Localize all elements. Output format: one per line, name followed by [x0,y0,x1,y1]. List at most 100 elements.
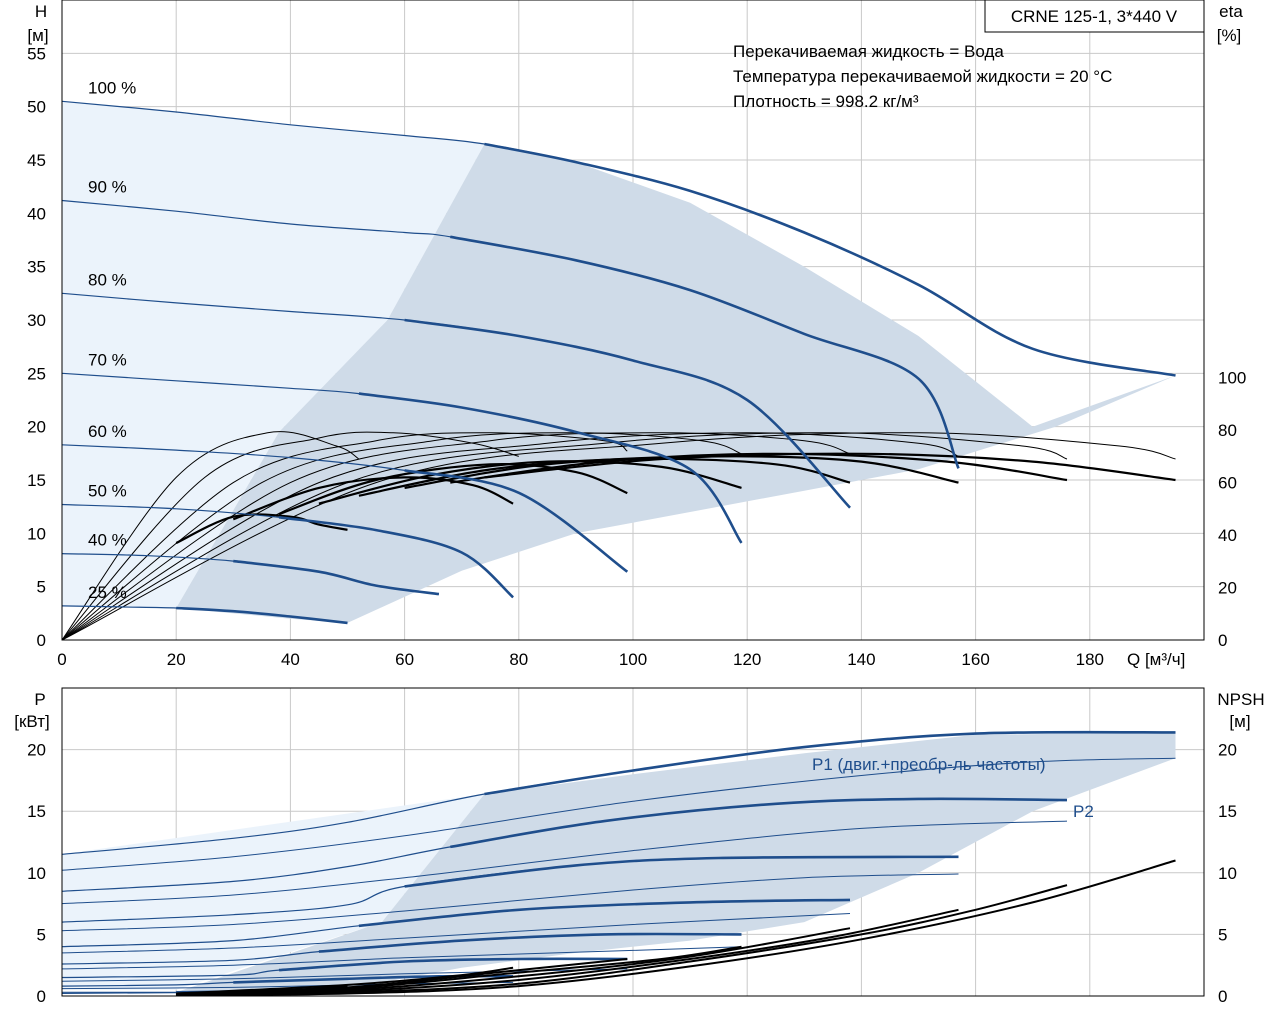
y-tick-label: 25 [27,364,46,383]
eta-curve-op-3 [318,460,742,505]
eta-tick-label: 80 [1218,421,1237,440]
density-info: Плотность = 998.2 кг/м³ [733,92,919,111]
y-tick-label: 30 [27,311,46,330]
eta-curve-op-1 [232,476,514,521]
speed-curve-op-2 [404,318,851,509]
speed-curve-op-5 [278,516,514,599]
p1-curve-op-3 [358,898,851,928]
speed-label-4: 60 % [88,422,127,441]
y-tick-label: 5 [37,578,46,597]
p1-label: P1 (двиг.+преобр-ль частоты) [812,755,1045,774]
eta-curve-op-7 [484,452,1176,482]
npsh-axis-unit: [м] [1229,712,1250,731]
y-tick-label: 35 [27,258,46,277]
eta-curve-thin-2 [61,432,628,641]
x-tick-label: 0 [57,650,66,669]
eta-curve-thin-3 [61,432,742,641]
speed-label-5: 50 % [88,482,127,501]
speed-label-1: 90 % [88,178,127,197]
npsh-curve-7 [176,985,348,995]
x-tick-label: 100 [619,650,647,669]
power-curves [61,730,1176,996]
npsh-tick-label: 10 [1218,864,1237,883]
p2-curve-4 [61,946,742,970]
y-tick-label: 20 [27,418,46,437]
speed-curve-op-4 [404,469,629,573]
head-axis-title: H [35,2,47,21]
npsh-tick-label: 15 [1218,802,1237,821]
speed-label-6: 40 % [88,531,127,550]
head-axis-unit: [м] [27,26,48,45]
eta-tick-label: 40 [1218,526,1237,545]
operating-region [176,144,1176,623]
p2-label: P2 [1073,802,1094,821]
y-tick-label: 15 [27,471,46,490]
power-tick-label: 10 [27,864,46,883]
x-tick-label: 20 [167,650,186,669]
power-tick-label: 0 [37,987,46,1006]
fluid-info: Перекачиваемая жидкость = Вода [733,42,1004,61]
npsh-curve-1 [176,884,1068,996]
head-speed-curves: 100 % 90 % 80 % 70 % 60 % 50 % 40 % 25 % [61,78,1176,625]
eta-curve-op-2 [278,462,628,516]
npsh-axis-title: NPSH [1217,690,1264,709]
x-tick-label: 120 [733,650,761,669]
model-name: CRNE 125-1, 3*440 V [1011,7,1178,26]
eta-tick-label: 100 [1218,369,1246,388]
speed-label-7: 25 % [88,583,127,602]
power-chart-frame [61,687,1205,997]
y-tick-label: 0 [37,631,46,650]
p1-curve-op-1 [450,797,1068,849]
eta-curve-thin-7 [61,432,1176,641]
p1-curve-op-5 [278,957,628,972]
x-tick-label: 60 [395,650,414,669]
speed-curve-op-1 [450,235,960,469]
light-region [62,101,485,609]
x-tick-label: 40 [281,650,300,669]
speed-label-2: 80 % [88,270,127,289]
head-operating-regions [62,101,1176,623]
npsh-tick-label: 5 [1218,925,1227,944]
x-tick-label: 80 [509,650,528,669]
operating-region [176,732,1176,993]
eta-curve-thin-5 [61,432,959,641]
head-chart-frame [61,0,1205,641]
npsh-tick-label: 0 [1218,987,1227,1006]
power-tick-label: 15 [27,802,46,821]
eta-tick-label: 60 [1218,474,1237,493]
y-tick-label: 10 [27,524,46,543]
p2-curve-3 [61,913,851,954]
power-axis-unit: [кВт] [14,712,49,731]
y-tick-label: 45 [27,151,46,170]
p1-curve-op-2 [404,855,959,888]
head-chart-ticks: 0 20 40 60 80 100 120 140 160 180 0 5 10 15 20 25 30 35 40… [27,44,1246,669]
temperature-info: Температура перекачиваемой жидкости = 20… [733,67,1112,86]
p2-curve-6 [61,981,514,990]
npsh-curve-2 [176,908,959,996]
speed-curve-op-7 [176,606,348,625]
model-box [984,0,1205,33]
speed-curve-op-6 [233,559,440,596]
eta-axis-title: eta [1219,2,1243,21]
power-chart-ticks: 0 5 10 15 20 0 5 10 15 20 [27,741,1237,1006]
speed-label-0: 100 % [88,78,136,97]
power-tick-label: 20 [27,741,46,760]
flow-axis-title: Q [м³/ч] [1127,650,1185,669]
p2-curve-2 [61,873,959,932]
p1-curve-op-4 [318,932,742,953]
eta-tick-label: 0 [1218,631,1227,650]
npsh-tick-label: 20 [1218,741,1237,760]
x-tick-label: 140 [847,650,875,669]
power-axis-title: P [34,690,45,709]
y-tick-label: 55 [27,44,46,63]
y-tick-label: 40 [27,204,46,223]
x-tick-label: 160 [961,650,989,669]
npsh-curve-0 [176,859,1176,996]
power-tick-label: 5 [37,925,46,944]
eta-curve-op-0 [175,513,348,544]
eta-axis-unit: [%] [1217,26,1242,45]
p1-curve-op-0 [484,730,1176,796]
speed-curve-op-3 [358,392,743,544]
x-tick-label: 180 [1076,650,1104,669]
